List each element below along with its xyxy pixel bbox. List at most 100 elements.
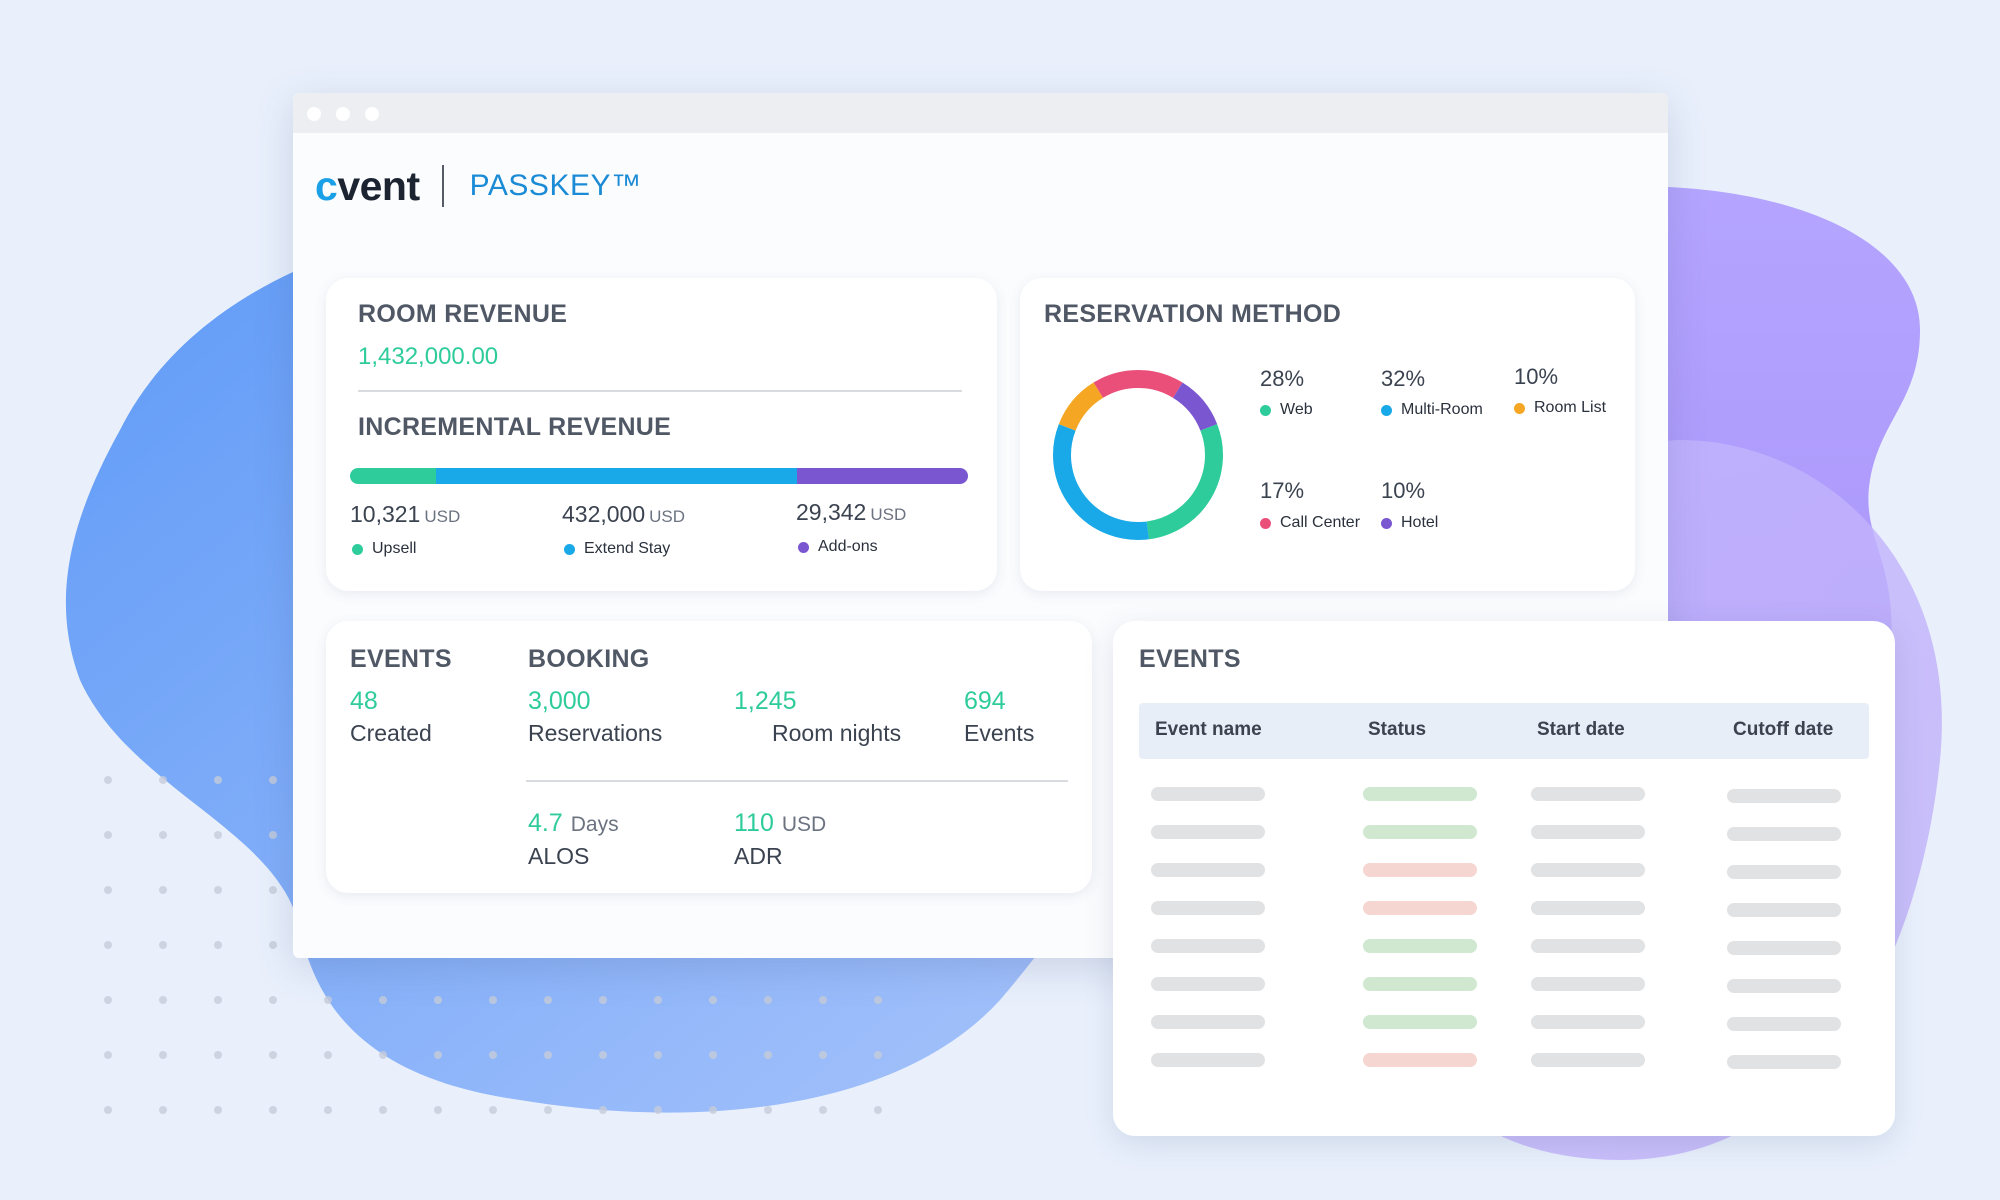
grid-dot <box>214 941 222 949</box>
grid-dot <box>764 996 772 1004</box>
grid-dot <box>214 831 222 839</box>
grid-dot <box>434 1106 442 1114</box>
room-nights-label: Room nights <box>772 720 902 746</box>
adr-label: ADR <box>734 843 783 869</box>
column-header-start-date[interactable]: Start date <box>1537 719 1625 740</box>
cell-placeholder <box>1531 787 1645 801</box>
cvent-logo: cvent <box>315 162 420 209</box>
cell-placeholder <box>1151 1015 1265 1029</box>
grid-dot <box>269 776 277 784</box>
room-nights-value: 1,245 <box>734 687 797 715</box>
legend-dot <box>352 543 363 555</box>
window-titlebar <box>293 93 1668 133</box>
legend-hotel: Hotel <box>1381 514 1438 532</box>
grid-dot <box>874 1051 882 1059</box>
grid-dot <box>159 831 167 839</box>
events-booking-card: EVENTS 48 Created BOOKING 3,000 Reservat… <box>326 621 1092 893</box>
grid-dot <box>159 996 167 1004</box>
grid-dot <box>434 996 442 1004</box>
events-summary-title: EVENTS <box>350 645 452 673</box>
upsell-amount: 10,321 USD <box>350 501 461 527</box>
grid-dot <box>324 1051 332 1059</box>
grid-dot <box>269 941 277 949</box>
grid-dot <box>544 996 552 1004</box>
grid-dot <box>654 1106 662 1114</box>
legend-upsell: Upsell <box>352 540 416 558</box>
extend-stay-amount: 432,000 USD <box>562 501 686 527</box>
cell-placeholder <box>1531 901 1645 915</box>
alos-value: 4.7 Days <box>528 809 619 837</box>
booking-events-label: Events <box>964 720 1035 746</box>
events-table-title: EVENTS <box>1139 645 1241 673</box>
column-header-cutoff-date[interactable]: Cutoff date <box>1733 719 1834 740</box>
grid-dot <box>214 1106 222 1114</box>
grid-dot <box>874 996 882 1004</box>
window-dot[interactable] <box>365 107 379 121</box>
cell-placeholder <box>1727 827 1841 841</box>
incremental-revenue-title: INCREMENTAL REVENUE <box>358 413 672 441</box>
cell-placeholder <box>1531 863 1645 877</box>
status-placeholder <box>1363 939 1477 953</box>
grid-dot <box>214 996 222 1004</box>
status-placeholder <box>1363 787 1477 801</box>
upsell-segment <box>350 468 436 484</box>
cell-placeholder <box>1727 979 1841 993</box>
cell-placeholder <box>1151 787 1265 801</box>
cell-placeholder <box>1151 901 1265 915</box>
cell-placeholder <box>1531 825 1645 839</box>
column-header-status[interactable]: Status <box>1368 719 1427 740</box>
grid-dot <box>819 1051 827 1059</box>
grid-dot <box>159 886 167 894</box>
legend-extend-stay: Extend Stay <box>564 540 670 558</box>
booking-title: BOOKING <box>528 645 650 673</box>
booking-events-value: 694 <box>964 687 1006 715</box>
grid-dot <box>599 1051 607 1059</box>
donut-slice-multi-room <box>1053 424 1149 540</box>
grid-dot <box>269 831 277 839</box>
pct-hotel: 10% <box>1381 478 1426 503</box>
cell-placeholder <box>1727 941 1841 955</box>
cell-placeholder <box>1151 863 1265 877</box>
donut-slice-call-center <box>1093 370 1183 399</box>
status-placeholder <box>1363 1053 1477 1067</box>
donut-slice-room-list <box>1058 382 1104 431</box>
grid-dot <box>599 1106 607 1114</box>
grid-dot <box>489 996 497 1004</box>
grid-dot <box>104 1051 112 1059</box>
cell-placeholder <box>1531 1053 1645 1067</box>
grid-dot <box>489 1106 497 1114</box>
pct-web: 28% <box>1260 366 1305 391</box>
status-placeholder <box>1363 863 1477 877</box>
reservation-method-title: RESERVATION METHOD <box>1044 300 1342 328</box>
passkey-product-name: PASSKEY™ <box>469 169 642 202</box>
events-table-header: Event name Status Start date Cutoff date <box>1139 703 1869 759</box>
grid-dot <box>434 1051 442 1059</box>
reservations-label: Reservations <box>528 720 663 746</box>
grid-dot <box>214 886 222 894</box>
grid-dot <box>874 1106 882 1114</box>
column-header-event-name[interactable]: Event name <box>1155 719 1262 740</box>
status-placeholder <box>1363 977 1477 991</box>
window-dot[interactable] <box>307 107 321 121</box>
cell-placeholder <box>1531 977 1645 991</box>
revenue-divider <box>358 390 962 392</box>
donut-slice-hotel <box>1172 382 1218 431</box>
grid-dot <box>379 996 387 1004</box>
grid-dot <box>269 886 277 894</box>
legend-dot <box>1514 402 1525 414</box>
brand-logo: cvent PASSKEY™ <box>315 161 641 211</box>
pct-room-list: 10% <box>1514 364 1559 389</box>
legend-add-ons: Add-ons <box>798 538 878 556</box>
window-dot[interactable] <box>336 107 350 121</box>
grid-dot <box>819 996 827 1004</box>
cell-placeholder <box>1727 903 1841 917</box>
incremental-revenue-bar <box>350 468 968 484</box>
cell-placeholder <box>1727 1055 1841 1069</box>
events-created-value: 48 <box>350 687 378 715</box>
legend-dot <box>1381 404 1392 416</box>
legend-dot <box>1381 517 1392 529</box>
grid-dot <box>599 996 607 1004</box>
pct-multi-room: 32% <box>1381 366 1426 391</box>
cell-placeholder <box>1151 1053 1265 1067</box>
grid-dot <box>214 776 222 784</box>
